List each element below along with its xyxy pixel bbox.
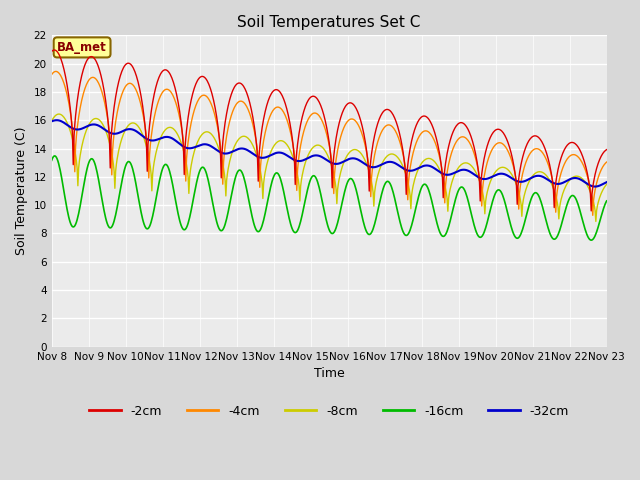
Title: Soil Temperatures Set C: Soil Temperatures Set C (237, 15, 421, 30)
X-axis label: Time: Time (314, 367, 344, 380)
Y-axis label: Soil Temperature (C): Soil Temperature (C) (15, 127, 28, 255)
Legend: -2cm, -4cm, -8cm, -16cm, -32cm: -2cm, -4cm, -8cm, -16cm, -32cm (84, 400, 574, 423)
Text: BA_met: BA_met (57, 41, 107, 54)
